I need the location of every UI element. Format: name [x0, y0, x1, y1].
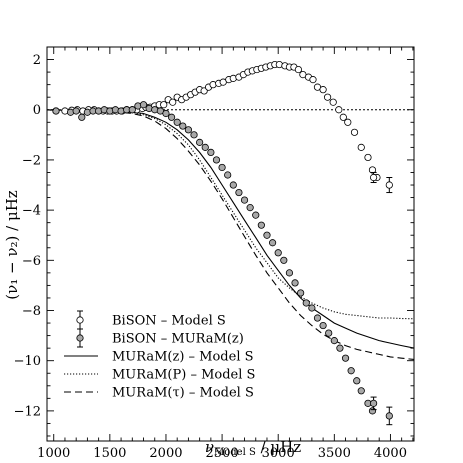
legend-marker [76, 334, 84, 342]
x-tick-label: 2500 [206, 446, 239, 461]
data-point [263, 231, 271, 239]
data-point [218, 163, 226, 172]
data-point [184, 126, 193, 134]
plot-frame [46, 46, 415, 442]
data-point [190, 131, 198, 139]
y-tick-label: 0 [33, 103, 41, 118]
data-point [200, 87, 208, 95]
data-point [72, 107, 80, 115]
data-point [128, 106, 136, 114]
data-point [167, 113, 176, 121]
legend-marker [76, 316, 84, 324]
data-point [313, 314, 322, 322]
y-tick-label: −2 [22, 153, 41, 168]
x-tick-label: 3000 [262, 446, 295, 461]
data-point [329, 98, 337, 106]
axis-ticks: 1000 1500 2000 2500 3000 3500 4000 2 0 −2 −4 −6 −8 −1… [14, 46, 414, 461]
data-point [341, 354, 350, 362]
data-point [78, 113, 86, 121]
legend-label: MURaM(z) – Model S [112, 350, 254, 365]
data-point [302, 299, 310, 307]
data-point [252, 211, 260, 219]
legend-label: MURaM(P) – Model S [112, 368, 255, 383]
data-point [268, 239, 277, 247]
series-line-0 [47, 109, 414, 349]
data-point [285, 269, 294, 277]
data-point-with-error [385, 181, 393, 189]
legend-label: MURaM(τ) – Model S [112, 386, 254, 401]
x-tick-label: 1500 [93, 446, 126, 461]
data-point [339, 113, 347, 121]
model-lines [47, 109, 414, 360]
legend-label: BiSON – MURaM(z) [112, 332, 244, 347]
data-point [308, 304, 316, 312]
data-point [368, 166, 377, 174]
y-tick-label: −4 [22, 204, 41, 219]
data-point [323, 93, 332, 101]
data-point [224, 171, 232, 179]
data-point [207, 148, 215, 157]
y-tick-label: −8 [22, 304, 41, 319]
data-point [169, 98, 177, 106]
series-line-1 [47, 109, 414, 320]
data-point [160, 101, 168, 109]
x-tick-label: 2000 [149, 446, 182, 461]
data-point [319, 321, 327, 330]
y-tick-label: −6 [22, 254, 41, 269]
y-tick-label: −10 [14, 354, 41, 369]
data-point [229, 181, 237, 189]
data-point [179, 122, 187, 130]
data-point [319, 86, 327, 94]
data-point [347, 367, 355, 375]
y-axis-label: (ν₁ − ν₂) / μHz [3, 190, 21, 299]
x-tick-label: 3500 [318, 446, 351, 461]
data-point [246, 204, 254, 212]
data-point [357, 387, 365, 395]
data-point [330, 337, 338, 345]
data-point [52, 107, 60, 115]
data-point [368, 407, 377, 415]
data-point [309, 76, 317, 84]
data-point [196, 138, 204, 146]
x-axis-label: νModel S / μHz [205, 438, 301, 458]
data-point [353, 377, 361, 385]
plot-border [46, 46, 415, 442]
y-tick-label: −12 [14, 404, 41, 419]
data-point [139, 101, 148, 109]
data-point [364, 153, 372, 162]
data-point-with-error [369, 173, 378, 182]
data-point [257, 221, 265, 229]
data-point [212, 156, 221, 164]
data-point [173, 118, 181, 126]
data-point-with-error [369, 399, 378, 407]
data-point [335, 106, 343, 114]
legend: BiSON – Model S BiSON – MURaM(z) MURaM(z) … [64, 310, 255, 401]
data-point [274, 249, 282, 257]
data-point [297, 289, 305, 297]
data-point [201, 143, 209, 151]
data-point [240, 196, 249, 204]
data-points [52, 60, 393, 426]
y-tick-label: 2 [33, 53, 41, 68]
data-point-with-error [385, 412, 393, 420]
data-point [344, 118, 352, 126]
x-tick-label: 4000 [374, 446, 407, 461]
data-point [357, 143, 365, 151]
data-point [235, 188, 243, 197]
data-point [280, 256, 288, 264]
series-line-2 [47, 109, 414, 360]
data-point [325, 329, 333, 337]
data-point [336, 344, 344, 352]
legend-label: BiSON – Model S [112, 314, 226, 329]
data-point [291, 279, 299, 287]
x-tick-label: 1000 [37, 446, 70, 461]
data-point [294, 65, 303, 74]
data-point [350, 128, 359, 136]
data-point [162, 109, 170, 118]
